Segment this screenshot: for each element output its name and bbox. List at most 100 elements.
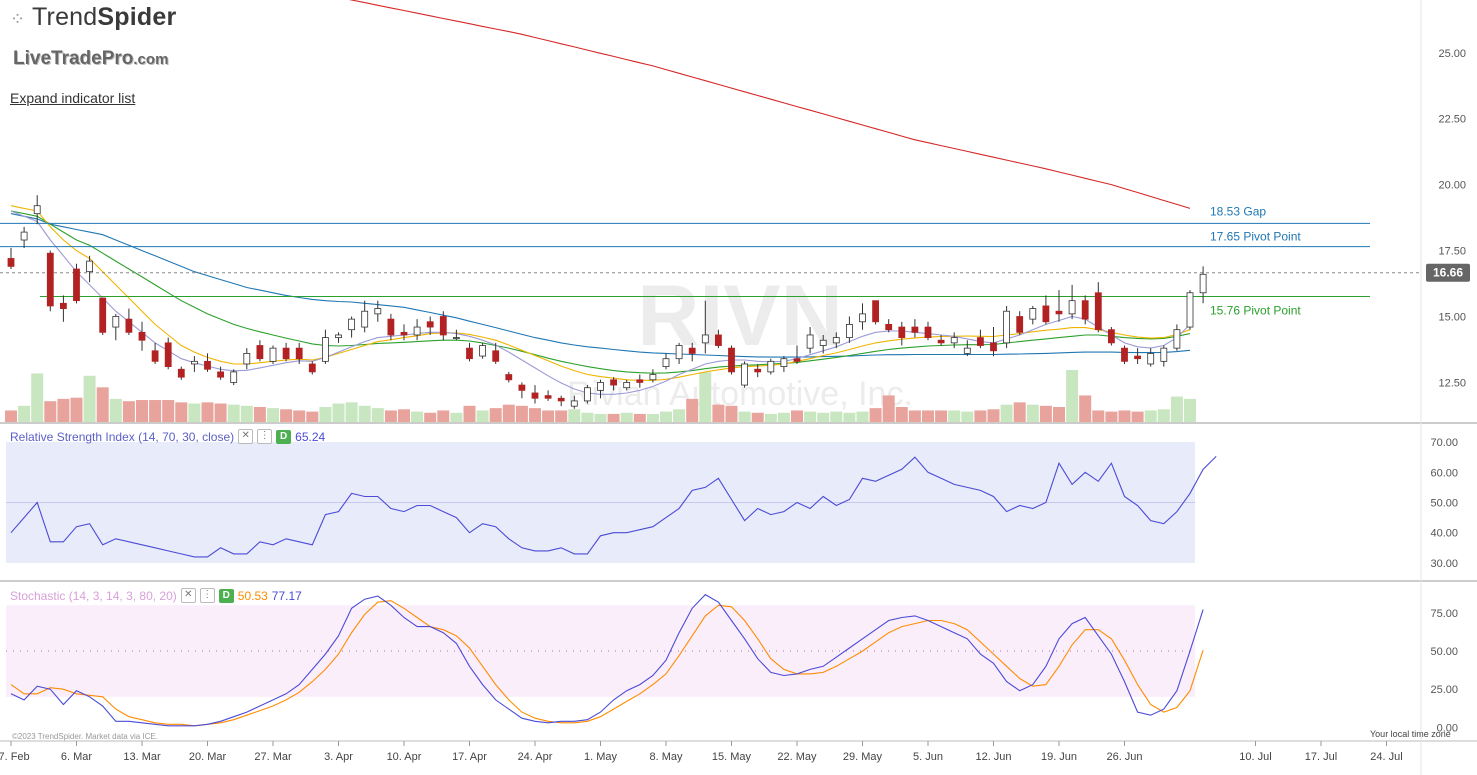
rsi-tick-label: 70.00 [1430, 437, 1458, 449]
volume-bar [974, 410, 987, 422]
last-price-label: 16.66 [1433, 266, 1463, 280]
livetradepro-watermark: LiveTradePro.com [13, 48, 168, 70]
stoch-menu-icon[interactable]: ⋮ [199, 588, 215, 603]
rsi-tick-label: 40.00 [1430, 528, 1458, 540]
volume-bar [201, 402, 214, 422]
rsi-tick-label: 60.00 [1430, 467, 1458, 479]
stoch-timeframe-badge[interactable]: D [218, 588, 234, 603]
volume-bar [1053, 406, 1065, 422]
volume-bar [751, 412, 764, 422]
price-tick-label: 12.50 [1438, 377, 1466, 389]
stoch-panel-label: Stochastic (14, 3, 14, 3, 80, 20) ✕ ⋮ D … [10, 588, 302, 603]
volume-bar [489, 408, 502, 422]
candle-body [243, 353, 251, 365]
candle-body [911, 326, 919, 333]
volume-bar [1039, 405, 1052, 422]
watermark-site: LiveTradePro [13, 48, 134, 69]
stoch-close-icon[interactable]: ✕ [180, 588, 196, 603]
volume-bar [18, 405, 31, 422]
x-tick-label: 24. Jul [1370, 751, 1402, 763]
candle-body [452, 337, 460, 340]
volume-bar [581, 412, 594, 422]
rsi-close-icon[interactable]: ✕ [238, 429, 254, 444]
timezone-label[interactable]: Your local time zone [1370, 729, 1451, 739]
volume-bar [122, 401, 135, 422]
candle-body [387, 318, 395, 336]
volume-bar [961, 411, 974, 422]
candle-body [937, 339, 945, 344]
volume-bar [594, 413, 607, 422]
volume-bar [948, 410, 961, 422]
candle-body [400, 331, 408, 336]
volume-bar [149, 400, 162, 422]
candle-body [597, 382, 604, 391]
volume-bar [1131, 411, 1144, 422]
candle-body [741, 363, 748, 386]
volume-bar [686, 398, 699, 422]
logo-icon: ⁘ [10, 9, 26, 29]
candle-body [1186, 292, 1194, 328]
volume-bar [764, 413, 777, 422]
candle-body [898, 326, 906, 338]
volume-bar [1013, 402, 1026, 422]
volume-bar [935, 410, 948, 422]
x-tick-label: 29. May [843, 751, 883, 763]
candle-body [505, 374, 513, 381]
volume-bar [922, 410, 934, 422]
candle-body [819, 339, 827, 346]
candle-body [33, 205, 41, 215]
candle-body [20, 231, 28, 241]
candle-body [570, 400, 578, 407]
volume-bar [555, 410, 568, 422]
candle-body [439, 316, 447, 336]
expand-indicator-list-link[interactable]: Expand indicator list [10, 90, 136, 106]
volume-bar [358, 405, 371, 422]
x-tick-label: 1. May [584, 751, 618, 763]
volume-bar [738, 411, 751, 422]
volume-bar [515, 405, 528, 422]
rsi-timeframe-badge[interactable]: D [276, 429, 292, 444]
stoch-tick-label: 25.00 [1430, 684, 1458, 696]
candle-body [623, 382, 631, 389]
candle-body [793, 358, 801, 362]
volume-bar [529, 408, 541, 422]
volume-bar [987, 409, 1000, 422]
candle-body [138, 331, 146, 341]
x-tick-label: 15. May [712, 751, 752, 763]
volume-bar [240, 405, 253, 422]
x-tick-label: 26. Jun [1106, 751, 1142, 763]
volume-bar [371, 408, 384, 422]
volume-bar [319, 406, 332, 422]
volume-bar [633, 413, 646, 422]
candle-body [492, 350, 500, 362]
candle-body [610, 379, 617, 386]
volume-bar [607, 413, 620, 422]
candle-body [73, 268, 80, 302]
price-tick-label: 22.50 [1438, 114, 1466, 126]
volume-bar [502, 404, 515, 422]
candle-body [1016, 316, 1024, 333]
candle-body [361, 310, 369, 328]
stoch-d-value: 50.53 [237, 588, 268, 603]
candle-body [204, 360, 211, 370]
volume-bar [895, 406, 908, 422]
candle-body [256, 345, 264, 360]
price-tick-label: 17.50 [1438, 246, 1466, 258]
volume-bar [424, 412, 437, 422]
candle-body [1068, 300, 1076, 315]
x-tick-label: 12. Jun [975, 751, 1011, 763]
candle-body [1121, 347, 1128, 362]
candle-body [1147, 353, 1155, 365]
level-label: 17.65 Pivot Point [1210, 230, 1301, 244]
volume-bar [1184, 398, 1196, 422]
candle-body [531, 392, 539, 399]
candle-body [780, 358, 788, 368]
volume-bar [136, 400, 148, 422]
candle-body [754, 368, 762, 373]
rsi-menu-icon[interactable]: ⋮ [257, 429, 273, 444]
volume-bar [44, 401, 57, 422]
stoch-tick-label: 50.00 [1430, 646, 1458, 658]
volume-bar [109, 398, 122, 422]
candle-body [413, 326, 421, 336]
